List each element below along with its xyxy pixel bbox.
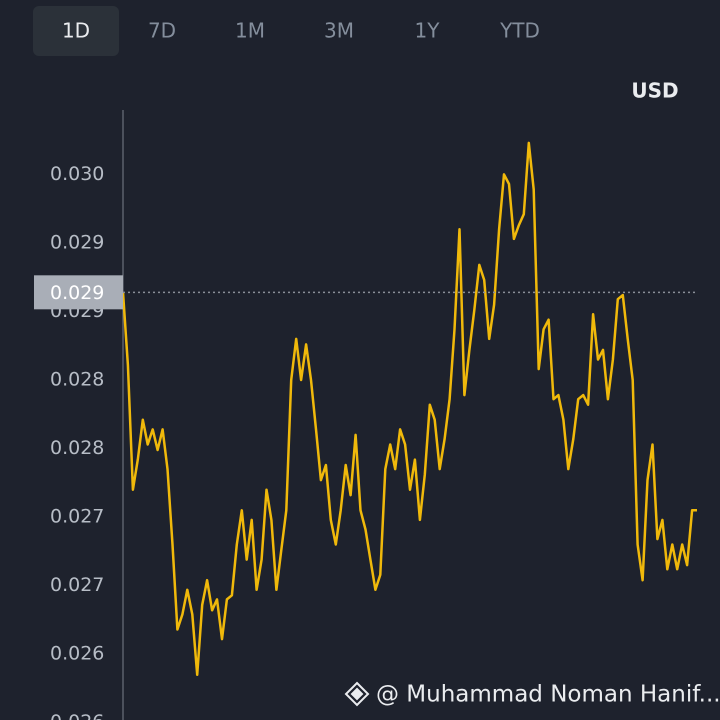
- y-tick-label: 0.027: [50, 506, 104, 528]
- y-tick-label: 0.026: [50, 643, 104, 665]
- y-tick-label: 0.028: [50, 437, 104, 459]
- y-tick-label: 0.029: [50, 231, 104, 253]
- time-tab[interactable]: 1D: [62, 19, 90, 43]
- currency-label: USD: [631, 79, 678, 103]
- y-tick-label: 0.028: [50, 369, 104, 391]
- watermark: @ Muhammad Noman Hanif...: [344, 681, 720, 708]
- time-tab[interactable]: 1M: [235, 19, 265, 43]
- y-tick-label: 0.030: [50, 163, 104, 185]
- y-tick-label: 0.026: [50, 711, 104, 720]
- time-tab[interactable]: 1Y: [415, 19, 441, 43]
- watermark-icon: [344, 681, 370, 707]
- current-price-badge: [34, 275, 123, 310]
- current-price-label: 0.029: [50, 282, 104, 304]
- time-tab[interactable]: 3M: [324, 19, 354, 43]
- price-line: [121, 141, 697, 677]
- time-tab[interactable]: YTD: [499, 19, 540, 43]
- tab-active-bg: [33, 6, 119, 56]
- time-tab[interactable]: 7D: [148, 19, 176, 43]
- watermark-text: @ Muhammad Noman Hanif...: [376, 682, 720, 708]
- y-tick-label: 0.027: [50, 574, 104, 596]
